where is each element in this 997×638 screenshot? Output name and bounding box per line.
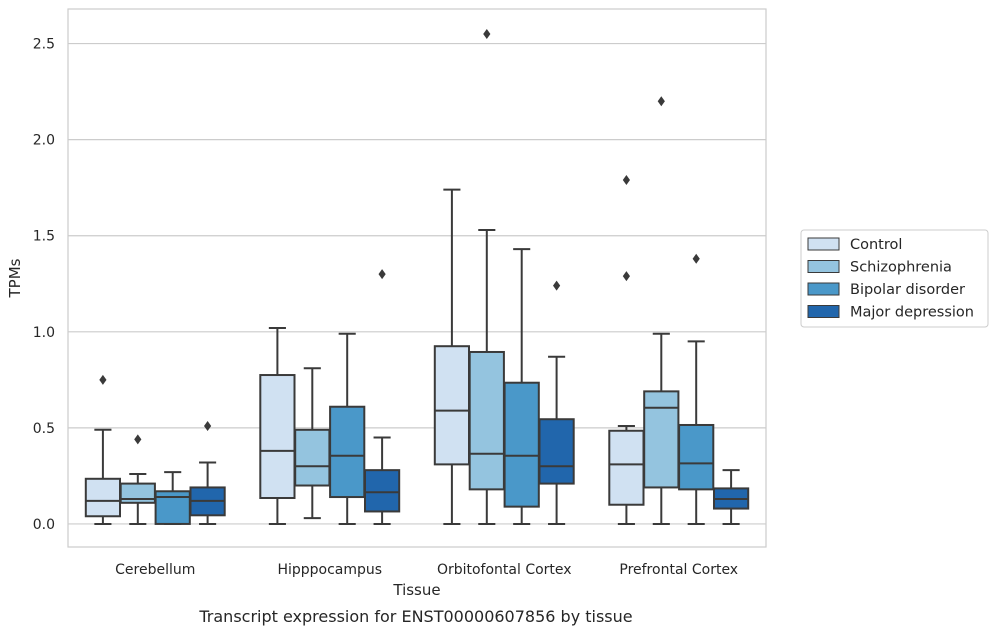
legend-swatch [807,282,840,296]
y-tick-label: 1.0 [33,325,55,341]
legend-swatch [807,260,840,273]
legend-frame [800,229,989,328]
box-2-1 [468,28,505,525]
outlier-point [657,96,665,107]
x-axis-label: Tissue [392,581,440,599]
legend: Control Schizophrenia Bipolar disorder Majo… [800,229,989,328]
iqr-box [363,469,401,513]
x-tick-label: Hipppocampus [277,562,382,578]
x-tick-labels: Cerebellum Hipppocampus Orbitofontal Corte… [115,562,738,578]
box-0-2 [154,471,191,525]
chart-caption: Transcript expression for ENST0000060785… [198,607,632,626]
box-groups [84,28,750,525]
box-2-2 [503,248,540,525]
iqr-box [608,429,645,506]
y-tick-label: 1.5 [33,229,55,245]
x-tick-label: Orbitofontal Cortex [437,562,572,578]
box-3-2 [678,253,715,525]
iqr-box [329,405,366,499]
y-tick-labels: 0.0 0.5 1.0 1.5 2.0 2.5 [33,37,55,533]
outlier-point [134,434,142,445]
outlier-point [622,271,630,282]
box-3-1 [643,96,680,525]
outlier-point [692,253,700,264]
iqr-box [468,350,505,491]
box-0-3 [189,420,226,525]
legend-label: Control [850,237,902,253]
box-0-0 [84,374,122,525]
box-3-3 [712,469,750,525]
outlier-point [378,269,386,280]
y-tick-label: 0.0 [33,517,55,533]
outlier-point [483,28,491,39]
legend-swatch [807,305,840,318]
box-3-0 [608,175,645,525]
gridlines [68,42,766,525]
y-tick-label: 2.0 [33,133,55,149]
outlier-point [622,175,630,186]
legend-label: Major depression [850,305,974,321]
iqr-box [433,345,471,466]
y-tick-label: 0.5 [33,421,55,437]
iqr-box [294,428,331,487]
box-1-1 [294,367,331,520]
legend-label: Bipolar disorder [850,282,965,298]
box-2-3 [538,280,575,525]
outlier-point [99,374,107,385]
legend-label: Schizophrenia [850,260,952,276]
iqr-box [503,381,540,508]
box-1-3 [363,269,401,525]
y-axis-label: TPMs [6,258,24,298]
x-tick-label: Prefrontal Cortex [619,562,738,578]
x-tick-label: Cerebellum [115,562,195,578]
box-0-1 [119,434,156,525]
iqr-box [678,423,715,491]
iqr-box [84,477,122,518]
box-1-2 [329,332,366,525]
plot-frame [67,8,767,548]
iqr-box [538,418,575,485]
box-1-0 [259,326,296,525]
iqr-box [259,374,296,500]
iqr-box [643,390,680,489]
outlier-point [553,280,561,291]
outlier-point [204,420,212,431]
legend-swatch [807,237,840,251]
y-tick-label: 2.5 [33,37,55,53]
box-2-0 [433,188,471,525]
